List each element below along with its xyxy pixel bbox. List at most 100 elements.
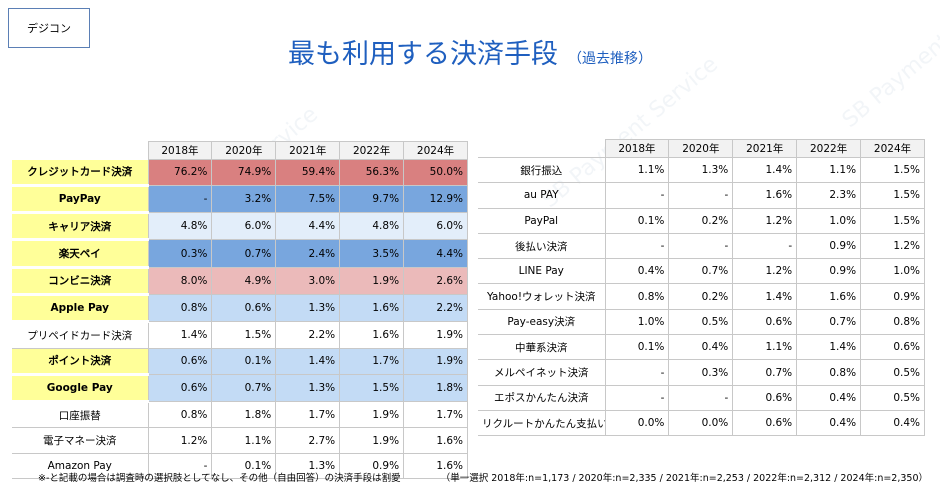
cell: - — [668, 384, 734, 411]
row-label: コンビニ決済 — [12, 267, 148, 297]
cell: 1.3% — [668, 156, 734, 184]
cell: 1.2% — [860, 232, 925, 260]
cell: 0.9% — [796, 258, 862, 285]
cell: 1.5% — [860, 207, 925, 234]
table-row: Pay-easy決済 1.0% 0.5% 0.6% 0.7% 0.8% — [478, 308, 925, 336]
cell: 2.2% — [275, 321, 341, 349]
table-row: LINE Pay 0.4% 0.7% 1.2% 0.9% 1.0% — [478, 258, 925, 285]
cell: 1.6% — [403, 427, 468, 454]
cell: 1.6% — [403, 452, 468, 480]
cell: 2.6% — [403, 266, 468, 295]
cell: 74.9% — [211, 159, 277, 186]
cell: 3.5% — [339, 239, 405, 268]
cell: 2.7% — [275, 427, 341, 454]
cell: 0.7% — [211, 239, 277, 268]
table-row: 中華系決済 0.1% 0.4% 1.1% 1.4% 0.6% — [478, 334, 925, 361]
cell: 3.2% — [211, 184, 277, 214]
footnote: （単一選択 2018年:n=1,173 / 2020年:n=2,335 / 20… — [440, 473, 928, 484]
cell: - — [668, 182, 734, 209]
table-row: au PAY - -1.6% 2.3% 1.5% — [478, 182, 925, 209]
cell: 1.4% — [796, 334, 862, 361]
cell: 1.8% — [211, 401, 277, 429]
cell: 1.0% — [796, 207, 862, 234]
table-row: Amazon Pay -0.1% 1.3% 0.9% 1.6% — [12, 452, 468, 480]
cell: 1.0% — [604, 308, 670, 336]
table-row: エポスかんたん決済 - -0.6% 0.4% 0.5% — [478, 384, 925, 411]
cell: 0.7% — [211, 373, 277, 403]
cell: - — [604, 359, 670, 386]
table-row: Yahoo!ウォレット決済 0.8% 0.2% 1.4% 1.6% 0.9% — [478, 283, 925, 310]
cell: 0.7% — [796, 308, 862, 336]
cell: 0.3% — [668, 359, 734, 386]
cell: 0.1% — [604, 207, 670, 234]
cell: 1.6% — [339, 293, 405, 323]
cell: 1.1% — [211, 427, 277, 454]
cell: 3.0% — [275, 266, 341, 295]
row-label: Amazon Pay — [12, 452, 149, 480]
cell: 0.8% — [860, 308, 925, 336]
row-label: リクルートかんたん支払い — [478, 409, 606, 437]
cell: 1.4% — [732, 156, 798, 184]
cell: 0.8% — [147, 401, 213, 429]
cell: 0.5% — [860, 384, 925, 411]
cell: 1.6% — [796, 283, 862, 310]
cell: 0.4% — [860, 409, 925, 437]
cell: 56.3% — [339, 159, 405, 186]
row-label: Apple Pay — [12, 294, 148, 324]
cell: 1.8% — [403, 373, 468, 403]
column-header: 2021年 — [275, 141, 341, 160]
row-label: メルペイネット決済 — [478, 359, 606, 386]
cell: 4.4% — [275, 212, 341, 241]
row-label: プリペイドカード決済 — [12, 321, 149, 349]
table-row: 楽天ペイ 0.3% 0.7% 2.4% 3.5% 4.4% — [12, 239, 468, 269]
row-label: 口座振替 — [12, 401, 149, 429]
table-row: リクルートかんたん支払い 0.0% 0.0% 0.6% 0.4% 0.4% — [478, 409, 925, 437]
cell: 1.9% — [403, 321, 468, 349]
table-row: プリペイドカード決済 1.4% 1.5% 2.2% 1.6% 1.9% — [12, 321, 468, 349]
row-label: LINE Pay — [478, 258, 606, 285]
cell: 0.9% — [796, 232, 862, 260]
cell: 1.6% — [339, 321, 405, 349]
cell: 1.5% — [860, 156, 925, 184]
cell: 1.4% — [732, 283, 798, 310]
table-row: 銀行振込 1.1% 1.3% 1.4% 1.1% 1.5% — [478, 156, 925, 184]
cell: 12.9% — [403, 184, 468, 214]
cell: 1.7% — [275, 401, 341, 429]
table-row: Google Pay 0.6% 0.7% 1.3% 1.5% 1.8% — [12, 373, 468, 404]
cell: 0.4% — [668, 334, 734, 361]
cell: 0.5% — [668, 308, 734, 336]
row-label: 楽天ペイ — [12, 239, 148, 269]
table-row: Apple Pay 0.8% 0.6% 1.3% 1.6% 2.2% — [12, 293, 468, 324]
row-label: エポスかんたん決済 — [478, 384, 606, 411]
column-header: 2021年 — [732, 139, 798, 158]
cell: 1.1% — [604, 156, 670, 184]
cell: 2.3% — [796, 182, 862, 209]
row-label: PayPay — [12, 185, 148, 215]
cell: 0.4% — [604, 258, 670, 285]
cell: 0.0% — [604, 409, 670, 437]
subtitle: （過去推移） — [568, 51, 652, 67]
row-label: 中華系決済 — [478, 334, 606, 361]
cell: - — [668, 232, 734, 260]
cell: 0.6% — [147, 373, 213, 403]
cell: 0.8% — [147, 293, 213, 323]
cell: 0.2% — [668, 207, 734, 234]
cell: 0.3% — [147, 239, 213, 268]
cell: 0.8% — [604, 283, 670, 310]
table-row: クレジットカード決済 76.2% 74.9% 59.4% 56.3% 50.0% — [12, 159, 468, 187]
row-label: au PAY — [478, 182, 606, 209]
cell: - — [604, 232, 670, 260]
left-table: 2018年 2020年 2021年 2022年 2024年 クレジットカード決済 76.2%… — [12, 141, 468, 480]
table-row: ポイント決済 0.6% 0.1% 1.4% 1.7% 1.9% — [12, 347, 468, 376]
cell: 4.4% — [403, 239, 468, 268]
cell: 7.5% — [275, 184, 341, 214]
cell: 1.9% — [339, 401, 405, 429]
table-row: コンビニ決済 8.0% 4.9% 3.0% 1.9% 2.6% — [12, 266, 468, 297]
header-row: 2018年 2020年 2021年 2022年 2024年 — [12, 141, 468, 160]
column-header: 2024年 — [860, 139, 925, 158]
cell: 0.6% — [732, 308, 798, 336]
cell: 2.4% — [275, 239, 341, 268]
cell: 1.4% — [147, 321, 213, 349]
cell: 1.2% — [147, 427, 213, 454]
title: 最も利用する決済手段 （過去推移） — [0, 32, 940, 71]
